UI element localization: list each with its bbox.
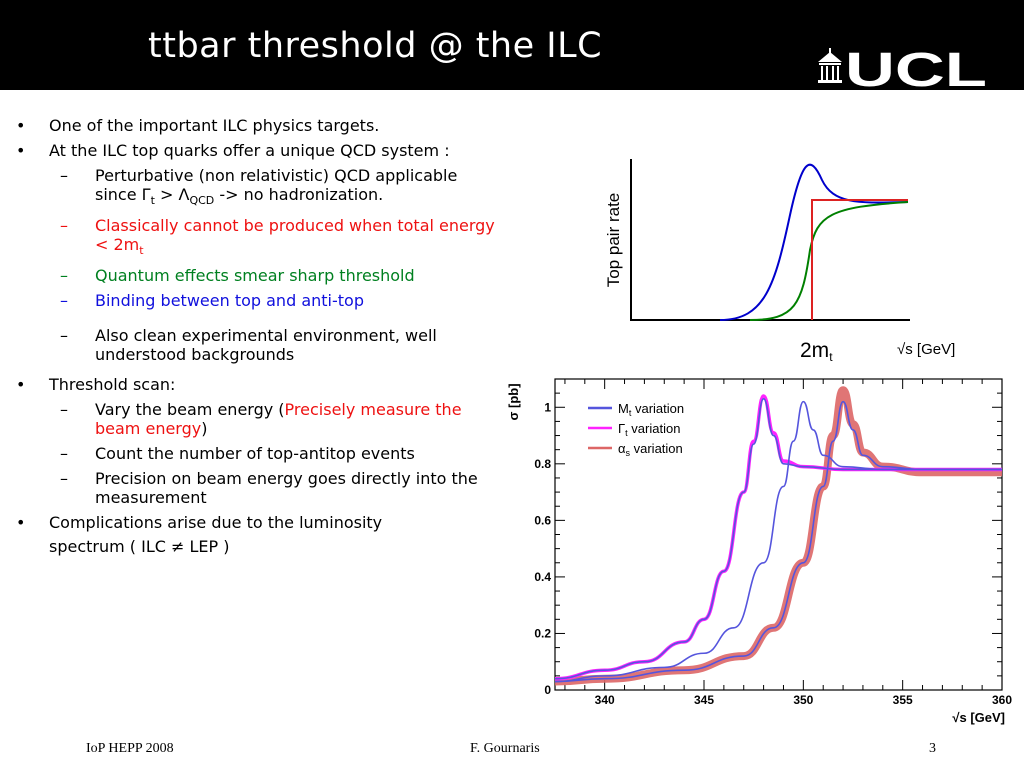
slide-title: ttbar threshold @ the ILC <box>148 26 603 66</box>
legend-entry: αs variation <box>618 441 683 458</box>
footer-author: F. Gournaris <box>470 741 540 756</box>
title-bar: ttbar threshold @ the ILC UCL <box>0 0 1024 90</box>
xs-series-line <box>554 400 1002 683</box>
bullet-ilc-targets: • One of the important ILC physics target… <box>16 116 380 135</box>
portico-icon <box>818 48 842 83</box>
bullet-list: • One of the important ILC physics target… <box>14 116 500 556</box>
y-tick-label: 0 <box>544 683 551 697</box>
xs-series-line <box>554 397 1002 680</box>
x-tick-label: 350 <box>793 693 813 707</box>
schematic-2mt-label: 2mt <box>800 339 833 364</box>
x-tick-label: 360 <box>992 693 1012 707</box>
ucl-logo: UCL <box>818 48 987 90</box>
legend-entry: Mt variation <box>618 401 684 418</box>
y-tick-label: 0.6 <box>534 513 551 527</box>
sub-bullet-quantum: – Quantum effects smear sharp threshold <box>60 266 415 286</box>
bullet-threshold-scan: • Threshold scan: <box>16 375 176 395</box>
sub-bullet-perturbative: – Perturbative (non relativistic) QCD app… <box>60 166 458 208</box>
sub-bullet-count-events: – Count the number of top-antitop events <box>60 444 415 464</box>
plot-frame <box>554 378 1003 691</box>
x-tick-label: 345 <box>694 693 714 707</box>
legend-entry: Γt variation <box>618 421 680 438</box>
y-tick-label: 0.4 <box>534 570 551 584</box>
y-tick-label: 1 <box>544 400 551 414</box>
xs-xlabel: √s [GeV] <box>952 710 1005 725</box>
schematic-series-sharp-step <box>811 199 908 320</box>
sub-bullet-vary-beam: – Vary the beam energy (Precisely measure… <box>60 400 462 439</box>
sub-bullet-binding: – Binding between top and anti-top <box>60 291 364 311</box>
xs-series-line <box>554 400 1002 683</box>
sub-bullet-precision: – Precision on beam energy goes directly … <box>60 469 478 508</box>
x-tick-label: 340 <box>595 693 615 707</box>
y-tick-label: 0.8 <box>534 457 551 471</box>
sub-bullet-clean-environment: – Also clean experimental environment, we… <box>60 326 437 365</box>
bullet-qcd-system: • At the ILC top quarks offer a unique QC… <box>16 141 450 160</box>
footer-event: IoP HEPP 2008 <box>86 741 174 756</box>
schematic-series-resonance <box>719 163 909 321</box>
schematic-xlabel: √s [GeV] <box>897 341 955 358</box>
xs-ylabel: σ [pb] <box>506 383 521 420</box>
footer-page-number: 3 <box>929 741 936 756</box>
schematic-ylabel: Top pair rate <box>604 193 623 288</box>
schematic-chart: Top pair rate 2mt √s [GeV] <box>604 159 955 364</box>
schematic-series-smeared <box>749 201 909 321</box>
x-tick-label: 355 <box>893 693 913 707</box>
y-tick-label: 0.2 <box>534 626 551 640</box>
bullet-complications: • Complications arise due to the luminosi… <box>16 513 383 557</box>
cross-section-chart: 340 345 350 355 360 0 0.2 0.4 0.6 0.8 1 Mt variati… <box>506 378 1012 725</box>
logo-text: UCL <box>845 48 987 90</box>
sub-bullet-classically: – Classically cannot be produced when tot… <box>60 216 495 258</box>
